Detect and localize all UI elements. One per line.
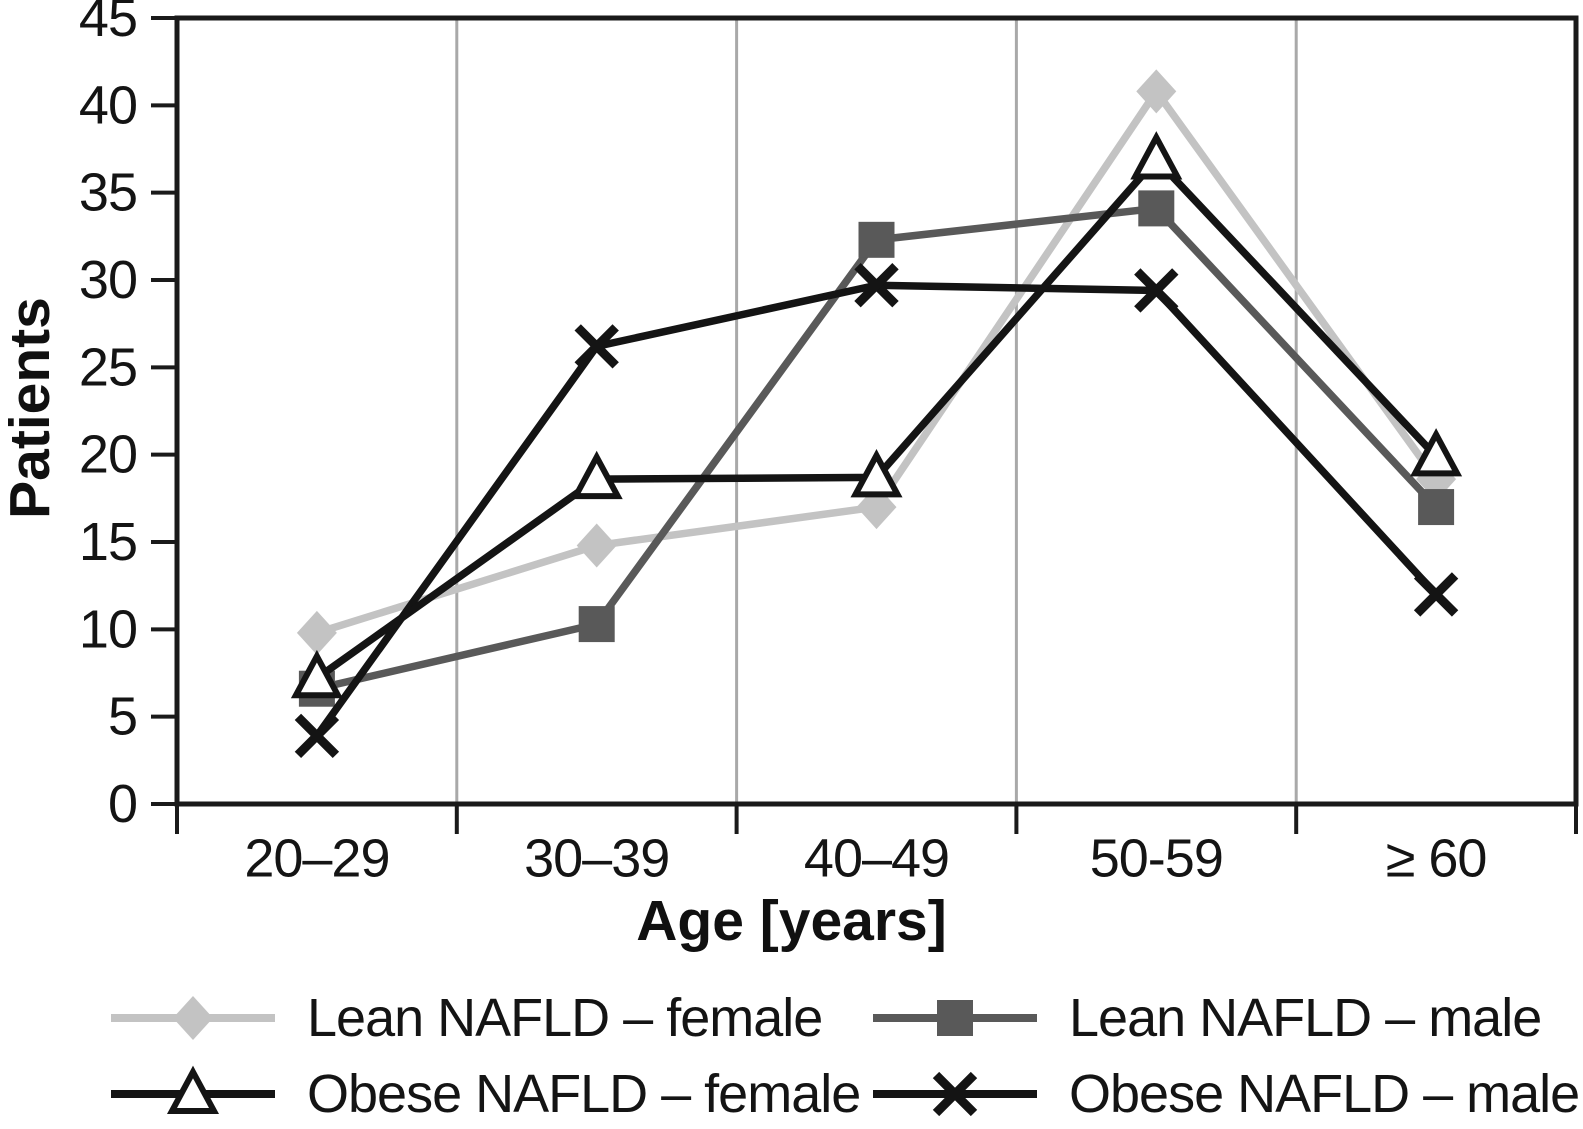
x-tick-label: 20–29 [244,828,389,888]
y-tick-label: 40 [79,75,137,135]
legend-label: Lean NAFLD – male [1069,988,1542,1048]
legend-label: Lean NAFLD – female [307,988,823,1048]
series-obese-nafld-female [290,131,1463,699]
x-axis-title: Age [years] [636,889,947,953]
y-tick-label: 10 [79,599,137,659]
series-obese-nafld-male [294,263,1459,759]
y-tick-label: 25 [79,337,137,397]
triangle-marker-icon [111,1065,275,1114]
gridlines [455,18,1298,804]
y-tick-label: 35 [79,163,137,223]
plot-frame [174,15,1579,807]
x-tick-label: 40–49 [804,828,949,888]
legend: Lean NAFLD – female Lean NAFLD – male Ob… [105,983,1580,1129]
legend-item-obese-nafld-male: Obese NAFLD – male [867,1059,1580,1129]
y-tick-label: 0 [108,774,137,834]
legend-item-obese-nafld-female: Obese NAFLD – female [105,1059,867,1129]
x-marker-icon [873,1071,1037,1117]
x-axis: 20–29 30–39 40–49 50-59 ≥ 60 [175,804,1578,888]
x-tick-label: 50-59 [1090,828,1223,888]
y-tick-label: 5 [108,687,137,747]
legend-item-lean-nafld-male: Lean NAFLD – male [867,983,1579,1053]
square-marker-icon [873,1000,1037,1036]
legend-label: Obese NAFLD – male [1069,1064,1580,1124]
y-tick-label: 45 [79,0,137,48]
x-tick-label: 30–39 [524,828,669,888]
y-tick-label: 30 [79,250,137,310]
legend-item-lean-nafld-female: Lean NAFLD – female [105,983,867,1053]
y-axis-title: Patients [0,297,62,519]
diamond-marker-icon [111,996,275,1040]
legend-label: Obese NAFLD – female [307,1064,861,1124]
y-tick-label: 15 [79,512,137,572]
y-axis: 0 5 10 15 20 25 30 35 40 45 [79,0,177,834]
y-tick-label: 20 [79,425,137,485]
line-chart-plot: 0 5 10 15 20 25 30 35 40 45 20–29 30–39 40–49 50-59 ≥ … [79,0,1579,888]
x-tick-label: ≥ 60 [1386,828,1487,888]
